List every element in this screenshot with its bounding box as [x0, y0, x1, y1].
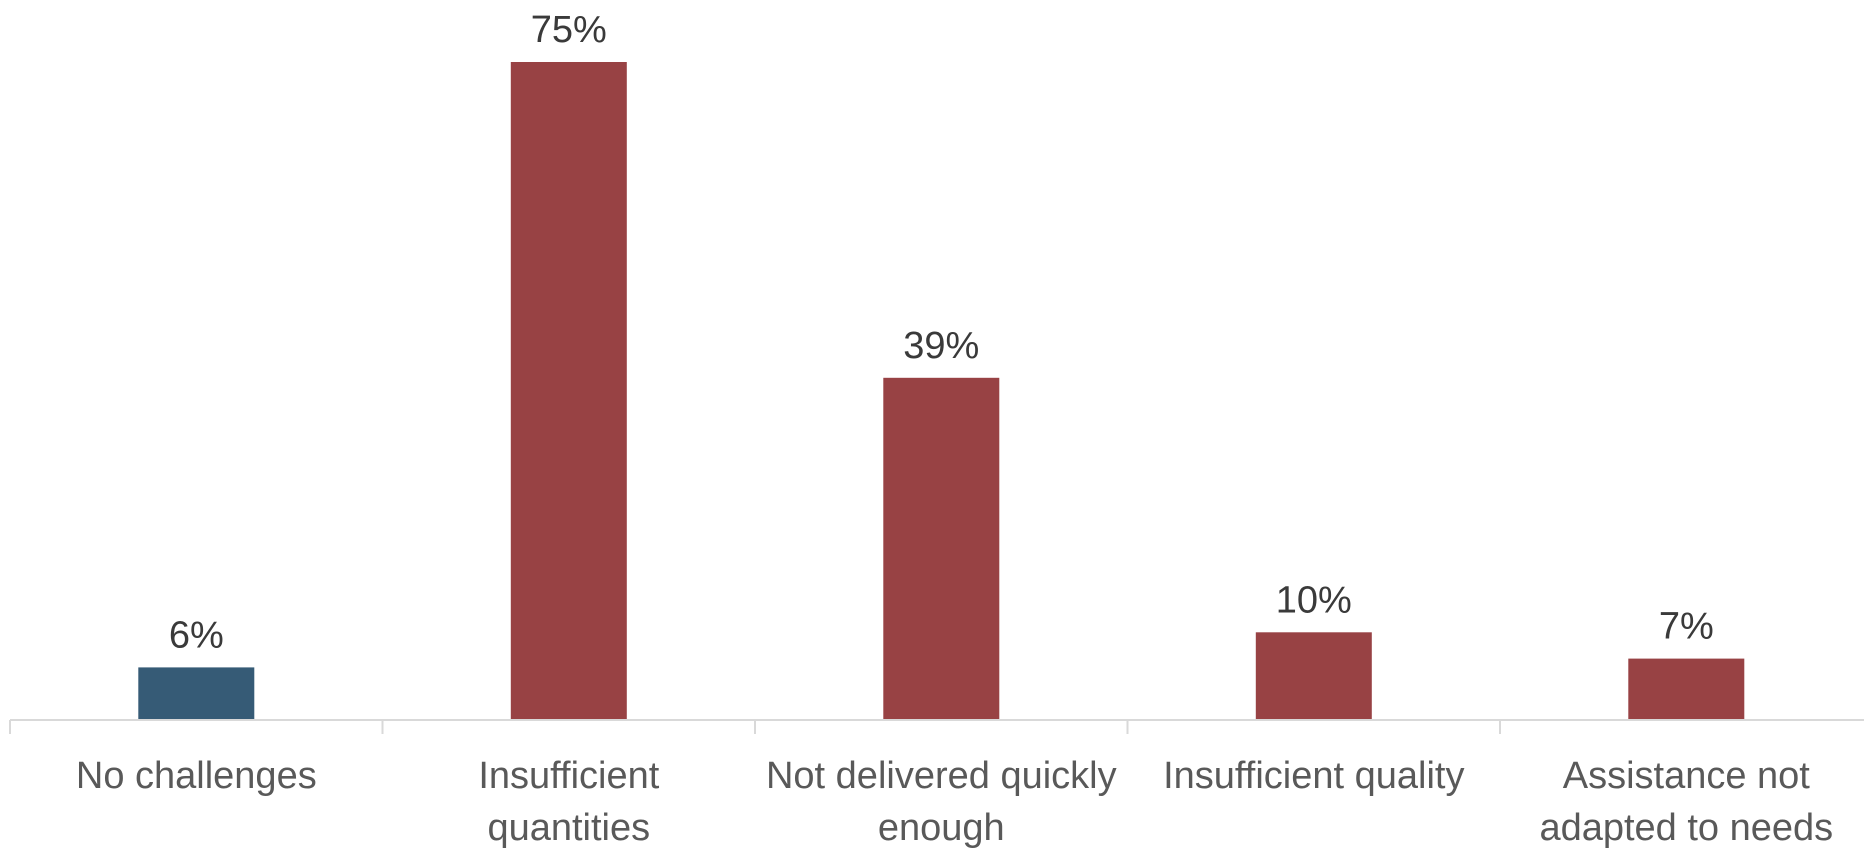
bar-4	[1628, 658, 1745, 720]
category-label-1: Insufficient quantities	[478, 755, 659, 849]
category-label-2: Not delivered quickly enough	[766, 755, 1117, 849]
bar-1	[510, 62, 627, 720]
category-label-4: Assistance not adapted to needs	[1539, 755, 1833, 849]
value-label-2: 39%	[903, 325, 979, 367]
bar-0	[138, 667, 255, 720]
value-label-0: 6%	[169, 614, 224, 656]
bars	[138, 62, 1745, 720]
bar-2	[883, 377, 1000, 720]
bar-3	[1255, 632, 1372, 720]
category-label-2-line-0: Not delivered quickly	[766, 755, 1117, 797]
value-labels: 6% 75% 39% 10% 7%	[169, 9, 1714, 656]
category-label-1-line-1: quantities	[487, 807, 650, 849]
category-label-0-line-0: No challenges	[76, 755, 317, 797]
x-axis	[9, 719, 1864, 734]
category-label-3-line-0: Insufficient quality	[1163, 755, 1464, 797]
value-label-1: 75%	[531, 9, 607, 51]
category-label-0: No challenges	[76, 755, 317, 797]
category-label-3: Insufficient quality	[1163, 755, 1464, 797]
value-label-4: 7%	[1659, 606, 1714, 648]
category-label-2-line-1: enough	[878, 807, 1005, 849]
value-label-3: 10%	[1276, 579, 1352, 621]
category-labels: No challenges Insufficient quantities Not d…	[76, 755, 1833, 849]
category-label-1-line-0: Insufficient	[478, 755, 659, 797]
category-label-4-line-1: adapted to needs	[1539, 807, 1833, 849]
category-label-4-line-0: Assistance not	[1563, 755, 1811, 797]
